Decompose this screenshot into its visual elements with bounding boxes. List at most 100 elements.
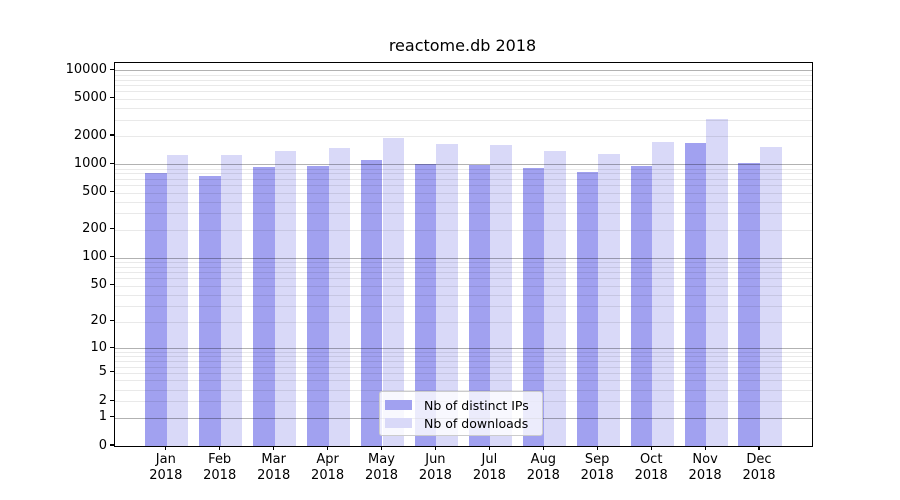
gridline-minor-800 <box>115 173 812 175</box>
gridline-minor-200 <box>115 229 812 231</box>
gridline-minor-8 <box>115 356 812 358</box>
y-tick-mark-10000 <box>110 68 114 70</box>
gridline-minor-70 <box>115 272 812 274</box>
y-tick-mark-20 <box>110 320 114 322</box>
legend-swatch-distinct-ips <box>385 400 412 410</box>
x-tick-mark-dec-2018 <box>758 446 760 450</box>
y-tick-mark-50 <box>110 284 114 286</box>
x-tick-mark-oct-2018 <box>650 446 652 450</box>
y-tick-mark-2000 <box>110 134 114 136</box>
legend: Nb of distinct IPs Nb of downloads <box>379 391 543 436</box>
y-tick-label-200: 200 <box>82 221 107 237</box>
bar-nb-of-distinct-ips-jun-2018 <box>414 163 437 446</box>
y-tick-mark-500 <box>110 190 114 193</box>
bar-nb-of-distinct-ips-may-2018 <box>360 160 383 446</box>
bar-nb-of-downloads-oct-2018 <box>652 142 674 446</box>
y-tick-label-1000: 1000 <box>73 155 107 171</box>
gridline-major-1000 <box>115 164 812 166</box>
bar-nb-of-downloads-may-2018 <box>382 137 405 446</box>
bar-nb-of-downloads-jan-2018 <box>166 154 189 446</box>
x-tick-label-feb-2018: Feb 2018 <box>203 452 237 483</box>
y-tick-label-50: 50 <box>90 277 107 293</box>
gridline-minor-900 <box>115 168 812 170</box>
gridline-minor-3 <box>115 389 812 391</box>
x-tick-label-jun-2018: Jun 2018 <box>418 452 452 483</box>
bar-nb-of-distinct-ips-sep-2018 <box>576 172 599 446</box>
chart-title: reactome.db 2018 <box>388 36 537 55</box>
gridline-minor-400 <box>115 201 812 203</box>
bar-nb-of-downloads-nov-2018 <box>706 118 728 446</box>
bar-nb-of-downloads-apr-2018 <box>328 148 351 446</box>
bar-nb-of-distinct-ips-dec-2018 <box>738 163 760 446</box>
legend-item-distinct-ips: Nb of distinct IPs <box>385 396 536 414</box>
gridline-minor-6000 <box>115 91 812 93</box>
gridline-minor-60 <box>115 278 812 280</box>
y-tick-mark-1000 <box>110 162 114 164</box>
bar-nb-of-distinct-ips-jul-2018 <box>468 165 491 446</box>
gridline-minor-30 <box>115 306 812 307</box>
gridline-minor-7000 <box>115 85 812 86</box>
legend-label-distinct-ips: Nb of distinct IPs <box>424 397 529 413</box>
gridline-minor-300 <box>115 213 812 215</box>
gridline-minor-80 <box>115 266 812 268</box>
x-tick-mark-jan-2018 <box>165 446 167 450</box>
bar-nb-of-downloads-jun-2018 <box>436 143 458 446</box>
bar-nb-of-distinct-ips-feb-2018 <box>199 176 221 446</box>
x-tick-label-oct-2018: Oct 2018 <box>634 452 668 483</box>
y-tick-mark-200 <box>110 228 114 230</box>
gridline-minor-40 <box>115 294 812 296</box>
gridline-minor-3000 <box>115 119 812 121</box>
x-tick-label-may-2018: May 2018 <box>364 452 399 483</box>
gridline-minor-9 <box>115 352 812 354</box>
gridline-minor-4 <box>115 380 812 382</box>
x-tick-label-sep-2018: Sep 2018 <box>580 452 614 483</box>
gridline-major-100 <box>115 257 812 259</box>
y-tick-mark-100 <box>110 256 114 258</box>
gridline-minor-7 <box>115 361 812 363</box>
y-tick-label-10: 10 <box>90 339 107 355</box>
legend-label-downloads: Nb of downloads <box>424 415 529 431</box>
bar-nb-of-downloads-aug-2018 <box>544 151 566 446</box>
gridline-minor-8000 <box>115 79 812 81</box>
y-tick-mark-5 <box>110 371 114 373</box>
gridline-minor-50 <box>115 285 812 287</box>
bar-nb-of-distinct-ips-oct-2018 <box>630 166 653 446</box>
x-tick-label-nov-2018: Nov 2018 <box>688 452 722 483</box>
y-tick-mark-1 <box>110 416 114 418</box>
x-tick-mark-mar-2018 <box>273 446 275 450</box>
y-tick-mark-2 <box>110 399 114 401</box>
bar-nb-of-downloads-dec-2018 <box>760 147 782 446</box>
bar-nb-of-distinct-ips-apr-2018 <box>307 166 329 446</box>
y-tick-label-5000: 5000 <box>73 90 107 106</box>
y-tick-label-2: 2 <box>98 392 107 408</box>
x-tick-mark-nov-2018 <box>704 446 706 450</box>
bar-nb-of-downloads-sep-2018 <box>598 153 620 446</box>
gridline-minor-5 <box>115 372 812 374</box>
gridline-minor-4000 <box>115 107 812 109</box>
y-tick-label-5: 5 <box>98 364 107 380</box>
gridline-major-10 <box>115 348 812 350</box>
gridline-minor-20 <box>115 321 812 323</box>
bar-nb-of-downloads-feb-2018 <box>220 154 243 446</box>
x-tick-mark-jul-2018 <box>488 446 490 450</box>
x-tick-label-apr-2018: Apr 2018 <box>311 452 345 483</box>
gridline-minor-6 <box>115 366 812 368</box>
y-tick-label-1: 1 <box>98 409 107 425</box>
y-tick-mark-0 <box>110 444 114 446</box>
y-tick-label-0: 0 <box>98 437 107 453</box>
y-tick-label-2000: 2000 <box>73 127 107 143</box>
x-tick-label-dec-2018: Dec 2018 <box>742 452 776 483</box>
x-tick-label-mar-2018: Mar 2018 <box>257 452 291 483</box>
bar-nb-of-distinct-ips-mar-2018 <box>253 166 275 446</box>
legend-swatch-downloads <box>385 418 412 428</box>
x-tick-label-jul-2018: Jul 2018 <box>472 452 506 483</box>
bar-nb-of-distinct-ips-jan-2018 <box>145 172 167 446</box>
y-tick-label-20: 20 <box>90 313 107 329</box>
bar-nb-of-distinct-ips-nov-2018 <box>684 143 707 446</box>
gridline-minor-9000 <box>115 74 812 76</box>
gridline-minor-700 <box>115 178 812 180</box>
gridline-major-10000 <box>115 70 812 72</box>
x-tick-label-jan-2018: Jan 2018 <box>149 452 183 483</box>
y-tick-mark-5000 <box>110 97 114 99</box>
